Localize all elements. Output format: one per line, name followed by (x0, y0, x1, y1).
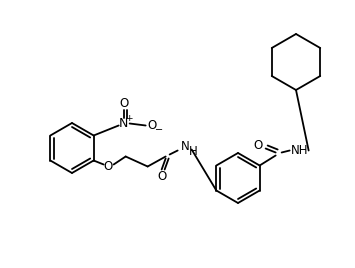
Text: O: O (147, 119, 156, 132)
Text: H: H (189, 145, 198, 158)
Text: N: N (181, 140, 190, 153)
Text: N: N (119, 117, 129, 130)
Text: O: O (119, 97, 128, 110)
Text: NH: NH (291, 144, 308, 157)
Text: O: O (103, 160, 112, 173)
Text: O: O (157, 170, 166, 183)
Text: +: + (125, 114, 133, 123)
Text: −: − (155, 125, 163, 135)
Text: O: O (253, 139, 262, 152)
